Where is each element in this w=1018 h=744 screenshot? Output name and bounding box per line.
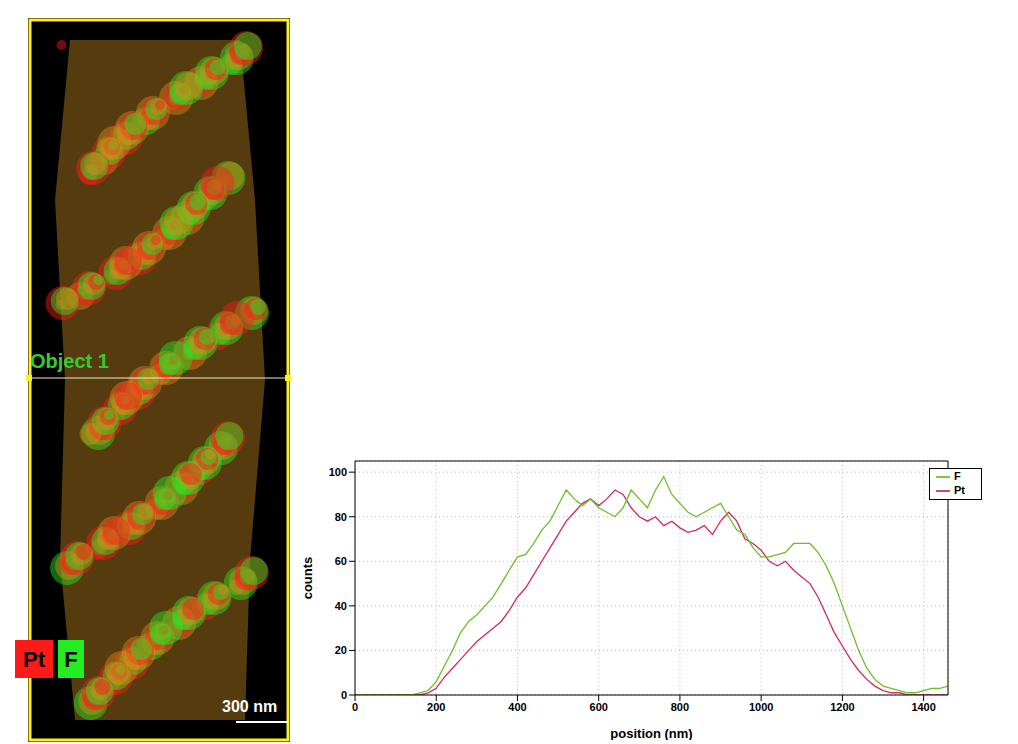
svg-text:counts: counts bbox=[300, 557, 315, 600]
svg-text:800: 800 bbox=[671, 701, 689, 713]
svg-text:400: 400 bbox=[508, 701, 526, 713]
svg-text:position (nm): position (nm) bbox=[610, 726, 692, 740]
svg-text:20: 20 bbox=[335, 644, 347, 656]
svg-text:600: 600 bbox=[590, 701, 608, 713]
svg-text:1400: 1400 bbox=[911, 701, 935, 713]
svg-text:Pt: Pt bbox=[23, 647, 46, 672]
svg-text:Object 1: Object 1 bbox=[30, 350, 109, 372]
svg-text:F: F bbox=[64, 647, 77, 672]
svg-text:0: 0 bbox=[341, 689, 347, 701]
svg-text:100: 100 bbox=[329, 466, 347, 478]
svg-text:40: 40 bbox=[335, 600, 347, 612]
html-text:Pt: Pt bbox=[954, 484, 965, 497]
svg-text:60: 60 bbox=[335, 555, 347, 567]
svg-text:300 nm: 300 nm bbox=[222, 698, 277, 715]
svg-text:1200: 1200 bbox=[830, 701, 854, 713]
svg-text:0: 0 bbox=[352, 701, 358, 713]
svg-text:1000: 1000 bbox=[749, 701, 773, 713]
svg-text:200: 200 bbox=[427, 701, 445, 713]
html-text:F: F bbox=[954, 470, 961, 482]
svg-text:80: 80 bbox=[335, 511, 347, 523]
